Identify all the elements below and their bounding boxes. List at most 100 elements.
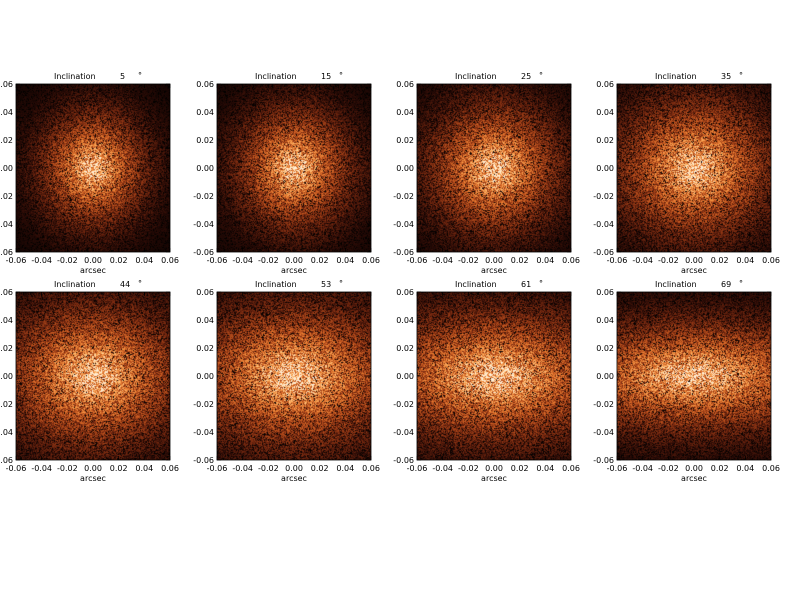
y-tick-label: -0.04 — [593, 220, 614, 229]
y-tick-label: 0.06 — [0, 288, 13, 297]
x-tick-label: 0.04 — [336, 256, 354, 265]
panel-image — [617, 84, 771, 252]
y-tick-label: -0.02 — [0, 400, 13, 409]
x-tick-label: 0.06 — [562, 464, 580, 473]
y-tick-label: 0.06 — [396, 80, 414, 89]
y-tick-label: -0.06 — [393, 248, 414, 257]
y-tick-label: -0.02 — [393, 192, 414, 201]
x-tick-label: 0.06 — [762, 464, 780, 473]
panel-image — [217, 292, 371, 460]
y-tick-label: 0.06 — [596, 288, 614, 297]
panel-title-label: Inclination — [655, 280, 697, 289]
panel-title-unit: ° — [138, 279, 142, 288]
x-tick-label: -0.04 — [232, 464, 253, 473]
panel-title-value: 5 — [120, 72, 125, 81]
x-tick-label: 0.02 — [711, 256, 729, 265]
panel-6: Inclination 53 ° -0.06 -0.04 -0.02 0.00 0.02 0.0… — [193, 279, 380, 483]
x-tick-label: 0.04 — [135, 464, 153, 473]
y-tick-label: -0.06 — [193, 248, 214, 257]
y-tick-label: -0.04 — [393, 428, 414, 437]
panel-7: Inclination 61 ° -0.06 -0.04 -0.02 0.00 0.02 0.0… — [393, 279, 580, 483]
x-tick-label: -0.04 — [632, 256, 653, 265]
panel-title-label: Inclination — [455, 72, 497, 81]
y-tick-label: 0.04 — [596, 316, 614, 325]
x-axis-label: arcsec — [681, 266, 707, 275]
y-tick-label: -0.04 — [0, 220, 13, 229]
y-tick-label: -0.06 — [193, 456, 214, 465]
x-tick-label: -0.02 — [458, 464, 479, 473]
x-tick-label: -0.06 — [207, 256, 228, 265]
x-tick-label: -0.04 — [632, 464, 653, 473]
panel-image — [16, 84, 170, 252]
x-tick-label: 0.00 — [685, 464, 703, 473]
x-tick-label: 0.06 — [362, 464, 380, 473]
panel-title-unit: ° — [138, 71, 142, 80]
x-tick-label: 0.04 — [536, 256, 554, 265]
x-axis-label: arcsec — [281, 266, 307, 275]
x-tick-label: -0.04 — [31, 256, 52, 265]
y-tick-label: -0.02 — [193, 400, 214, 409]
y-tick-label: 0.00 — [396, 372, 414, 381]
y-tick-label: 0.04 — [196, 108, 214, 117]
y-tick-label: 0.06 — [396, 288, 414, 297]
x-tick-label: -0.02 — [57, 256, 78, 265]
x-tick-label: 0.04 — [736, 464, 754, 473]
panel-title-label: Inclination — [655, 72, 697, 81]
x-tick-label: 0.04 — [135, 256, 153, 265]
y-tick-label: -0.02 — [193, 192, 214, 201]
panel-title-label: Inclination — [255, 72, 297, 81]
x-tick-label: -0.04 — [432, 256, 453, 265]
panel-image — [417, 292, 571, 460]
x-tick-label: 0.06 — [362, 256, 380, 265]
panel-title-unit: ° — [339, 71, 343, 80]
x-tick-label: 0.02 — [311, 256, 329, 265]
y-tick-label: 0.00 — [596, 372, 614, 381]
y-tick-label: 0.04 — [196, 316, 214, 325]
y-tick-label: 0.04 — [0, 316, 13, 325]
y-tick-label: 0.04 — [596, 108, 614, 117]
y-tick-label: 0.02 — [196, 136, 214, 145]
x-tick-label: -0.02 — [458, 256, 479, 265]
panel-image — [417, 84, 571, 252]
y-tick-label: 0.00 — [396, 164, 414, 173]
y-tick-label: 0.06 — [0, 80, 13, 89]
panel-title-label: Inclination — [455, 280, 497, 289]
panel-5: Inclination 44 ° -0.06 -0.04 -0.02 0.00 0.02 0.0… — [0, 279, 179, 483]
x-tick-label: 0.06 — [161, 256, 179, 265]
x-tick-label: -0.06 — [607, 256, 628, 265]
x-tick-label: -0.02 — [658, 464, 679, 473]
y-tick-label: -0.06 — [0, 456, 13, 465]
y-tick-label: 0.00 — [196, 164, 214, 173]
x-tick-label: 0.00 — [84, 464, 102, 473]
y-tick-label: 0.02 — [196, 344, 214, 353]
x-tick-label: 0.04 — [336, 464, 354, 473]
panel-title-value: 44 — [120, 280, 130, 289]
x-tick-label: 0.02 — [110, 464, 128, 473]
y-tick-label: -0.06 — [0, 248, 13, 257]
y-tick-label: 0.06 — [196, 80, 214, 89]
x-axis-label: arcsec — [481, 474, 507, 483]
y-tick-label: 0.02 — [396, 344, 414, 353]
panel-title-value: 35 — [721, 72, 731, 81]
x-tick-label: -0.02 — [658, 256, 679, 265]
x-tick-label: 0.06 — [161, 464, 179, 473]
panel-image — [617, 292, 771, 460]
y-tick-label: 0.02 — [396, 136, 414, 145]
x-tick-label: -0.02 — [258, 256, 279, 265]
y-tick-label: -0.06 — [593, 456, 614, 465]
panel-title-label: Inclination — [255, 280, 297, 289]
x-axis-label: arcsec — [281, 474, 307, 483]
y-tick-label: -0.02 — [593, 192, 614, 201]
panel-image — [16, 292, 170, 460]
y-tick-label: -0.02 — [0, 192, 13, 201]
panel-8: Inclination 69 ° -0.06 -0.04 -0.02 0.00 0.02 0.0… — [593, 279, 780, 483]
panel-title-value: 25 — [521, 72, 531, 81]
y-tick-label: -0.02 — [593, 400, 614, 409]
y-tick-label: 0.00 — [0, 164, 13, 173]
y-tick-label: -0.04 — [593, 428, 614, 437]
x-tick-label: 0.02 — [311, 464, 329, 473]
y-tick-label: 0.06 — [196, 288, 214, 297]
x-tick-label: -0.06 — [407, 464, 428, 473]
y-tick-label: 0.00 — [196, 372, 214, 381]
y-tick-label: 0.04 — [396, 316, 414, 325]
